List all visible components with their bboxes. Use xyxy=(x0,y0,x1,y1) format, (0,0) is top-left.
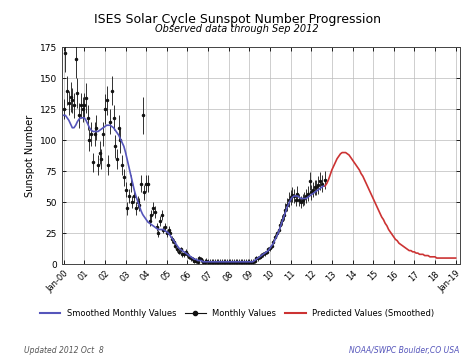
Text: NOAA/SWPC Boulder,CO USA: NOAA/SWPC Boulder,CO USA xyxy=(349,346,460,355)
Text: Observed data through Sep 2012: Observed data through Sep 2012 xyxy=(155,24,319,34)
Legend: Smoothed Monthly Values, Monthly Values, Predicted Values (Smoothed): Smoothed Monthly Values, Monthly Values,… xyxy=(36,306,438,321)
Text: Updated 2012 Oct  8: Updated 2012 Oct 8 xyxy=(24,346,103,355)
Text: ISES Solar Cycle Sunspot Number Progression: ISES Solar Cycle Sunspot Number Progress… xyxy=(93,13,381,26)
Y-axis label: Sunspot Number: Sunspot Number xyxy=(25,114,36,197)
